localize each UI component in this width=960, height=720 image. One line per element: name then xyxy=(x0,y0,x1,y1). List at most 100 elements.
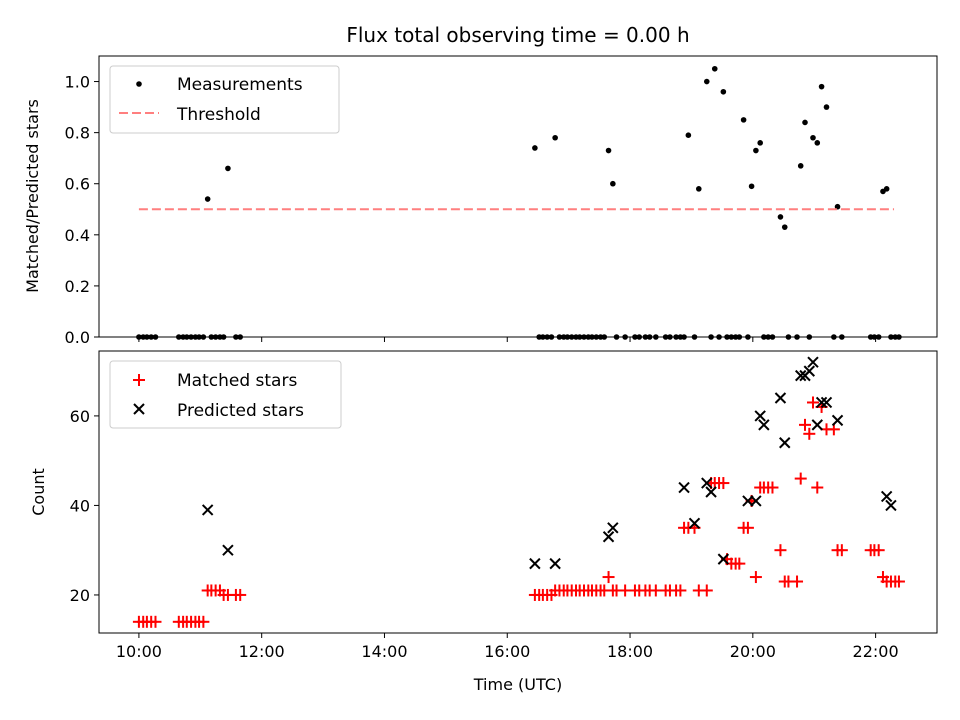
measurement-point xyxy=(802,119,808,126)
measurement-point xyxy=(834,203,841,210)
bottom-legend-box xyxy=(109,360,342,429)
top-y-tick-label: 0.2 xyxy=(65,277,90,296)
predicted-stars-point xyxy=(803,365,816,377)
predicted-stars-point xyxy=(201,504,214,516)
predicted-stars-point xyxy=(754,410,766,422)
bottom-x-tick-label: 16:00 xyxy=(484,642,530,661)
legend-predicted-stars-marker xyxy=(133,403,145,415)
legend-measurements-label: Measurements xyxy=(177,75,303,95)
bottom-x-tick-label: 18:00 xyxy=(607,642,653,661)
bottom-x-tick-label: 20:00 xyxy=(730,642,776,661)
measurement-point xyxy=(883,186,890,192)
predicted-stars-point xyxy=(222,544,234,556)
matched-stars-point xyxy=(872,544,885,557)
measurement-point xyxy=(740,117,747,123)
measurement-point xyxy=(703,78,710,85)
measurement-point xyxy=(781,224,788,230)
predicted-stars-point xyxy=(831,414,844,427)
legend-measurements-marker xyxy=(136,81,142,87)
predicted-stars-point xyxy=(774,392,787,404)
bottom-x-tick-label: 12:00 xyxy=(239,642,285,661)
predicted-stars-point xyxy=(688,517,701,530)
bottom-panel-frame xyxy=(98,350,938,634)
matched-stars-point xyxy=(733,557,746,570)
predicted-stars-point xyxy=(549,557,561,570)
predicted-stars-point xyxy=(607,522,619,534)
bottom-panel-y-axis-label: Count xyxy=(29,468,48,516)
predicted-stars-point xyxy=(701,477,713,489)
legend-threshold-label: Threshold xyxy=(176,105,261,125)
matched-stars-point xyxy=(835,544,848,557)
matched-stars-point xyxy=(700,584,713,597)
top-y-tick-label: 0.4 xyxy=(65,226,90,245)
matched-stars-point xyxy=(717,477,730,490)
bottom-y-tick-label: 40 xyxy=(70,496,90,515)
measurement-point xyxy=(753,147,759,154)
legend-predicted-stars-label: Predicted stars xyxy=(177,401,304,421)
measurement-point xyxy=(810,134,816,141)
top-legend-box xyxy=(109,65,340,134)
legend-matched-stars-label: Matched stars xyxy=(177,371,297,391)
matched-stars-point xyxy=(803,427,816,440)
matched-stars-point xyxy=(892,575,905,588)
predicted-stars-point xyxy=(529,557,541,570)
matched-stars-point xyxy=(149,615,162,628)
bottom-x-tick-label: 22:00 xyxy=(853,642,899,661)
bottom-panel: Count Time (UTC) 10:00 12:00 14:00 16:00 18:… xyxy=(29,350,938,694)
predicted-stars-point xyxy=(885,499,897,512)
matched-stars-point xyxy=(741,521,754,534)
matched-stars-point xyxy=(602,571,615,584)
measurement-point xyxy=(225,165,231,172)
measurement-point xyxy=(685,132,692,138)
matched-stars-point xyxy=(811,481,824,494)
measurement-point xyxy=(814,140,821,146)
bottom-legend: Matched stars Predicted stars xyxy=(109,360,342,429)
predicted-stars-point xyxy=(820,396,833,409)
matched-stars-point xyxy=(197,615,210,628)
matched-stars-point xyxy=(674,584,687,597)
predicted-stars-point xyxy=(795,369,807,382)
predicted-stars-point xyxy=(815,396,828,409)
predicted-stars-point xyxy=(602,531,615,543)
matched-stars-point xyxy=(766,481,779,494)
measurement-point xyxy=(532,145,538,151)
top-legend: Measurements Threshold xyxy=(109,65,340,134)
measurement-point xyxy=(204,196,211,202)
bottom-plot-area: 10:00 12:00 14:00 16:00 18:00 20:00 22:00 20 40 6… xyxy=(70,356,905,661)
top-panel: Flux total observing time = 0.00 h Match… xyxy=(23,23,938,347)
legend-matched-stars-marker xyxy=(133,374,145,386)
bottom-y-tick-label: 60 xyxy=(70,407,90,426)
top-panel-frame xyxy=(98,55,938,338)
predicted-stars-point xyxy=(807,356,819,368)
measurement-point xyxy=(777,214,784,220)
matched-stars-point xyxy=(799,418,812,431)
matched-stars-point xyxy=(749,571,762,584)
bottom-panel-x-axis-label: Time (UTC) xyxy=(473,675,562,694)
matched-stars-point xyxy=(234,588,247,601)
top-panel-title: Flux total observing time = 0.00 h xyxy=(346,23,689,47)
predicted-stars-point xyxy=(705,486,717,498)
predicted-stars-point xyxy=(758,419,770,431)
measurement-point xyxy=(610,180,616,187)
predicted-stars-point xyxy=(678,481,690,494)
matched-stars-point xyxy=(794,472,807,485)
measurement-point xyxy=(711,65,718,72)
top-y-tick-label: 0.6 xyxy=(65,175,90,194)
predicted-stars-point xyxy=(880,490,893,503)
measurement-point xyxy=(818,83,825,90)
measurement-point xyxy=(552,134,558,141)
predicted-stars-point xyxy=(717,553,730,565)
measurement-point xyxy=(823,104,830,110)
measurement-point xyxy=(797,163,804,169)
top-y-tick-label: 0.0 xyxy=(65,328,90,347)
predicted-stars-point xyxy=(750,495,762,507)
predicted-stars-point xyxy=(779,437,791,449)
measurement-point xyxy=(695,186,702,192)
measurement-point xyxy=(605,147,612,154)
top-panel-y-axis-label: Matched/Predicted stars xyxy=(23,99,42,293)
bottom-x-tick-label: 14:00 xyxy=(361,642,407,661)
predicted-stars-point xyxy=(811,419,823,431)
measurement-point xyxy=(720,88,727,95)
top-y-tick-label: 0.8 xyxy=(65,124,90,143)
